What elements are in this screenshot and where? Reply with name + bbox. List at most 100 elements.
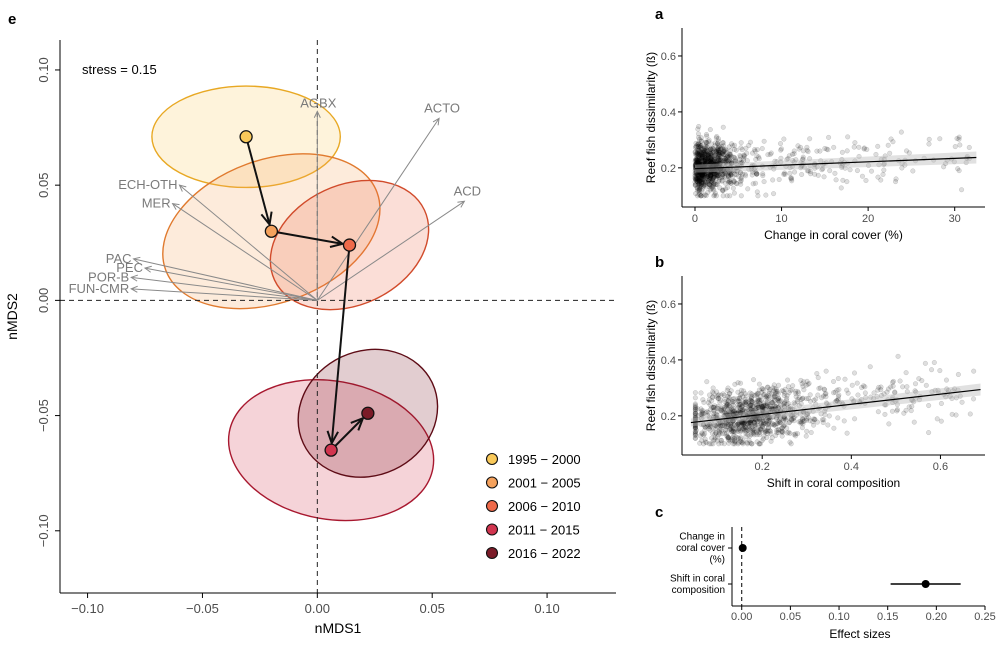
panel-a-point bbox=[696, 123, 702, 130]
panel-a-point bbox=[698, 181, 704, 187]
panel-a-point bbox=[805, 149, 811, 155]
panel-a-point bbox=[695, 169, 701, 175]
panel-a-point bbox=[700, 173, 706, 179]
panel-a-point bbox=[753, 171, 760, 177]
panel-b-point bbox=[765, 384, 771, 390]
panel-a-point bbox=[695, 193, 701, 199]
panel-a-point bbox=[708, 146, 714, 152]
panel-b-point bbox=[811, 416, 817, 422]
panel-a-point bbox=[702, 162, 709, 168]
panel-a-point bbox=[761, 138, 767, 144]
panel-a-point bbox=[699, 155, 706, 161]
trajectory-segment-4 bbox=[330, 417, 364, 451]
panel-a-point bbox=[703, 156, 709, 162]
panel-b-point bbox=[926, 430, 932, 436]
panel-a-point bbox=[702, 172, 708, 178]
panel-a-point bbox=[708, 160, 715, 166]
panel-b-point bbox=[740, 440, 746, 446]
panel-a-point bbox=[708, 159, 714, 165]
panel-a-point bbox=[712, 190, 718, 196]
panel-a-point bbox=[713, 176, 719, 182]
panel-a-point bbox=[694, 150, 700, 157]
panel-a-point bbox=[696, 155, 703, 162]
panel-a-point bbox=[695, 151, 701, 157]
panel-a-point bbox=[697, 179, 703, 185]
panel-b-point bbox=[727, 391, 733, 397]
panel-a-point bbox=[710, 184, 716, 190]
panel-b-point bbox=[826, 413, 832, 419]
panel-a-point bbox=[702, 154, 708, 161]
panel-b-point bbox=[889, 408, 895, 414]
panel-a-point bbox=[754, 171, 760, 177]
panel-a-point bbox=[715, 142, 722, 148]
panel-a-point bbox=[717, 160, 723, 166]
panel-b-point bbox=[776, 398, 782, 404]
panel-a-point bbox=[785, 155, 791, 162]
panel-a-point bbox=[723, 149, 729, 155]
period-centroid-2 bbox=[264, 224, 279, 238]
panel-a-point bbox=[722, 170, 728, 176]
panel-a-point bbox=[739, 174, 745, 180]
panel-a-point bbox=[765, 152, 771, 158]
panel-a-point bbox=[703, 139, 709, 146]
panel-a-point bbox=[698, 152, 704, 158]
panel-a-point bbox=[707, 146, 714, 152]
panel-e-x-tick-label: 0.05 bbox=[420, 601, 445, 616]
panel-a-point bbox=[695, 157, 701, 163]
panel-a-point bbox=[801, 164, 807, 170]
panel-a-point bbox=[693, 176, 699, 182]
panel-b-point bbox=[713, 430, 719, 436]
panel-a-point bbox=[712, 152, 718, 158]
panel-a-point bbox=[702, 174, 708, 180]
panel-a-point bbox=[713, 181, 719, 188]
panel-a-point bbox=[737, 152, 743, 158]
panel-a-point bbox=[732, 155, 738, 161]
vector-arrowhead-pec bbox=[143, 265, 152, 273]
panel-label-e: e bbox=[8, 11, 16, 28]
panel-a-point bbox=[696, 156, 702, 163]
panel-a-point bbox=[731, 142, 738, 148]
panel-a-point bbox=[754, 171, 760, 177]
panel-a-point bbox=[694, 152, 700, 158]
panel-a-point bbox=[699, 169, 706, 176]
panel-a-point bbox=[713, 161, 719, 167]
panel-a-point bbox=[788, 175, 794, 181]
panel-b-point bbox=[938, 400, 944, 407]
panel-a-point bbox=[804, 144, 810, 150]
panel-a-point bbox=[703, 174, 709, 181]
panel-b-point bbox=[732, 381, 738, 387]
panel-a-point bbox=[703, 145, 709, 151]
panel-a-point bbox=[725, 179, 732, 185]
panel-a-point bbox=[731, 190, 737, 196]
panel-a-point bbox=[725, 178, 731, 184]
panel-a-point bbox=[697, 169, 703, 175]
panel-a-point bbox=[708, 172, 714, 178]
panel-a-point bbox=[710, 169, 716, 175]
panel-b-point bbox=[959, 399, 965, 405]
panel-a-y-tick-label: 0.6 bbox=[661, 51, 676, 63]
panel-a-point bbox=[726, 169, 733, 175]
panel-a-point bbox=[693, 191, 699, 197]
panel-a-point bbox=[722, 156, 729, 162]
panel-a-x-tick-label: 30 bbox=[949, 213, 961, 225]
panel-a-point bbox=[700, 146, 706, 152]
panel-a-point bbox=[752, 147, 758, 153]
legend-label-2: 2001 − 2005 bbox=[508, 476, 581, 491]
panel-b-point bbox=[748, 422, 754, 428]
panel-b-point bbox=[723, 426, 729, 432]
panel-a-point bbox=[723, 158, 729, 164]
panel-a-point bbox=[698, 175, 704, 181]
panel-a-point bbox=[706, 168, 712, 174]
panel-b-point bbox=[814, 370, 820, 377]
panel-a-point bbox=[966, 144, 972, 151]
panel-b-point bbox=[799, 381, 805, 387]
panel-a-point bbox=[730, 173, 736, 180]
panel-a-point bbox=[887, 150, 893, 156]
panel-a-point bbox=[812, 171, 818, 177]
panel-a-point bbox=[722, 158, 728, 164]
panel-a-point bbox=[696, 173, 702, 179]
panel-a-point bbox=[712, 155, 718, 161]
panel-a-point bbox=[702, 181, 708, 187]
panel-a-point bbox=[696, 162, 702, 168]
panel-c-x-tick-label: 0.10 bbox=[828, 611, 849, 623]
